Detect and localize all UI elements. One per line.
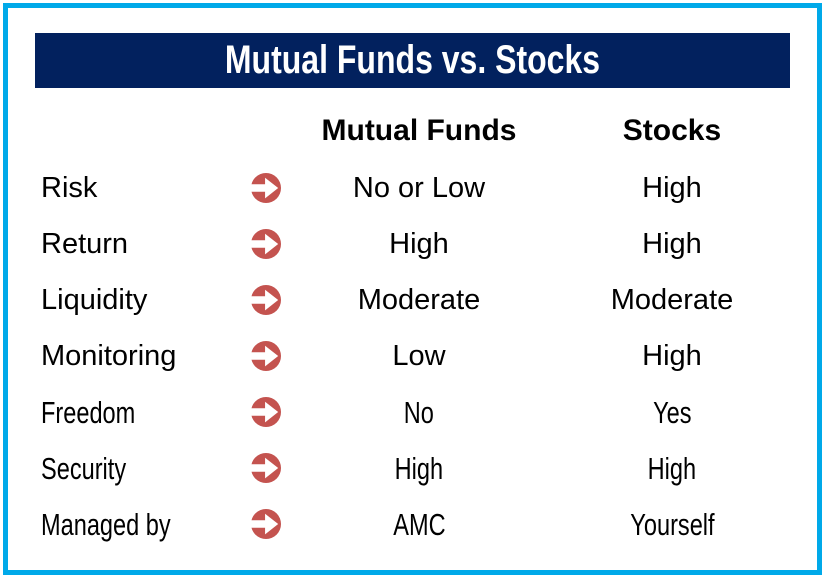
table-row-risk: Risk No or Low High xyxy=(35,160,790,216)
stocks-value: High xyxy=(642,227,702,260)
column-header-row: Mutual Funds Stocks xyxy=(35,102,790,160)
arrow-right-circle-icon xyxy=(243,173,289,203)
mutual-funds-value: No xyxy=(403,394,435,430)
arrow-right-circle-icon xyxy=(243,509,289,539)
row-label: Managed by xyxy=(41,506,171,542)
comparison-card: Mutual Funds vs. Stocks Mutual Funds Sto… xyxy=(3,3,822,575)
row-label: Freedom xyxy=(41,394,136,430)
stocks-value: Moderate xyxy=(610,283,734,316)
mutual-funds-value: High xyxy=(394,450,444,486)
mutual-funds-value: High xyxy=(389,227,449,260)
table-row-monitoring: Monitoring Low High xyxy=(35,328,790,384)
row-label: Liquidity xyxy=(41,283,148,316)
mutual-funds-value: Low xyxy=(392,339,446,372)
arrow-right-circle-icon xyxy=(243,341,289,371)
arrow-right-circle-icon xyxy=(243,397,289,427)
mutual-funds-value: AMC xyxy=(392,506,446,542)
arrow-right-circle-icon xyxy=(243,229,289,259)
row-label: Monitoring xyxy=(41,339,177,372)
table-row-liquidity: Liquidity Moderate Moderate xyxy=(35,272,790,328)
mutual-funds-value: Moderate xyxy=(357,283,481,316)
row-label: Security xyxy=(41,450,127,486)
stocks-value: High xyxy=(642,339,702,372)
table-row-security: Security High High xyxy=(35,440,790,496)
row-label: Risk xyxy=(41,171,98,204)
title-bar: Mutual Funds vs. Stocks xyxy=(35,33,790,88)
table-row-return: Return High High xyxy=(35,216,790,272)
column-header-stocks: Stocks xyxy=(622,114,722,147)
row-label: Return xyxy=(41,227,129,260)
page-title: Mutual Funds vs. Stocks xyxy=(224,38,601,82)
arrow-right-circle-icon xyxy=(243,453,289,483)
mutual-funds-value: No or Low xyxy=(352,171,486,204)
column-header-mutual-funds: Mutual Funds xyxy=(321,114,517,147)
table-row-managed-by: Managed by AMC Yourself xyxy=(35,496,790,552)
arrow-right-circle-icon xyxy=(243,285,289,315)
table-row-freedom: Freedom No Yes xyxy=(35,384,790,440)
stocks-value: High xyxy=(647,450,697,486)
stocks-value: Yourself xyxy=(629,506,715,542)
stocks-value: High xyxy=(642,171,702,204)
stocks-value: Yes xyxy=(652,394,692,430)
